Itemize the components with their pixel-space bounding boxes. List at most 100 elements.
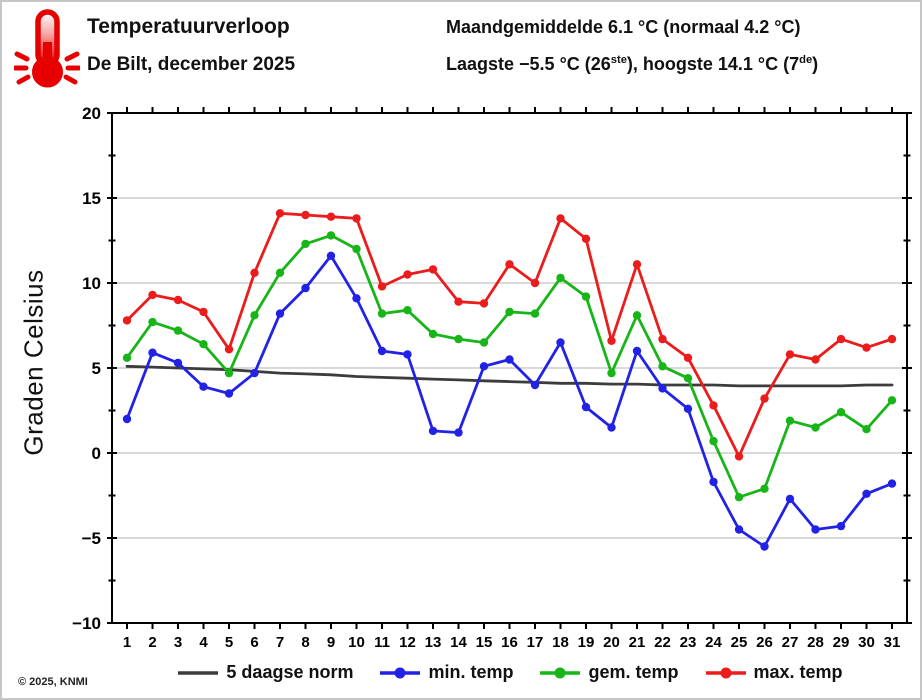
x-tick-label-22: 22 [654,634,671,651]
legend-item-gem-temp: gem. temp [539,662,679,683]
series-max-temp-point-18 [556,214,565,223]
series-gem-temp-point-16 [505,307,514,317]
series-gem-temp-point-2 [148,317,157,327]
y-tick-label--10: −10 [72,614,101,633]
series-min-temp-point-18 [556,338,565,347]
series-min-temp-point-23 [683,404,693,413]
copyright-notice: © 2025, KNMI [18,676,88,688]
series-gem-temp-point-10 [352,244,361,254]
x-tick-label-11: 11 [374,634,390,651]
y-tick-label--5: −5 [82,529,101,548]
series-min-temp-point-7 [275,309,285,318]
y-tick-label-5: 5 [92,359,101,378]
x-tick-label-19: 19 [578,634,595,651]
legend-label-min-temp: min. temp [428,662,514,682]
series-min-temp-point-25 [734,525,744,534]
series-min-temp-point-10 [352,294,361,303]
y-axis-label: Graden Celsius [18,268,49,456]
series-max-temp-point-25 [734,452,744,461]
series-gem-temp-point-8 [301,239,310,249]
series-min-temp-point-15 [479,362,489,371]
series-gem-temp-point-24 [709,436,718,446]
legend-label-max-temp: max. temp [753,662,843,682]
series-min-temp-point-3 [173,358,183,368]
y-tick-label-10: 10 [82,274,101,293]
y-tick-label-0: 0 [92,444,101,463]
series-max-temp-point-10 [352,214,361,223]
series-min-temp-point-6 [250,368,259,378]
series-min-temp-point-20 [607,423,616,432]
gem-temp-swatch [540,667,581,678]
series-min-temp-point-24 [709,477,718,487]
series-max-temp-point-1 [122,316,132,325]
extremes-text: Laagste −5.5 °C (26ste), hoogste 14.1 °C… [446,54,916,74]
series-gem-temp-point-28 [811,423,820,432]
x-tick-label-29: 29 [833,634,850,651]
series-min-temp-point-5 [224,389,234,398]
header-statistics: Maandgemiddelde 6.1 °C (normaal 4.2 °C) … [446,18,916,73]
series-max-temp-point-9 [326,212,336,221]
x-tick-label-21: 21 [629,634,646,651]
x-tick-label-24: 24 [705,634,722,651]
series-gem-temp-point-21 [632,311,642,320]
x-tick-label-26: 26 [756,634,773,651]
heat-rays [14,51,80,85]
x-tick-label-20: 20 [603,634,620,651]
series-max-temp-point-24 [709,401,718,410]
y-tick-label-15: 15 [82,189,101,208]
series-max-temp-point-13 [428,265,438,274]
x-tick-label-5: 5 [225,634,233,651]
x-tick-label-10: 10 [348,634,365,651]
series-gem-temp-point-22 [658,362,667,371]
series-max-temp-point-21 [632,260,642,269]
series-gem-temp-point-3 [173,326,183,335]
series-min-temp-point-29 [836,521,846,531]
series-min-temp-point-27 [785,494,795,504]
series-gem-temp-line [125,233,894,499]
thermometer-icon [14,9,80,88]
max-temp-swatch [705,667,746,678]
x-tick-label-7: 7 [276,634,284,651]
x-tick-label-30: 30 [858,634,875,651]
series-max-temp-point-4 [199,307,208,317]
series-gem-temp-point-31 [887,396,897,405]
series-min-temp [122,251,897,551]
series-gem-temp-point-26 [760,484,769,493]
series-min-temp-point-26 [760,542,769,551]
x-tick-label-3: 3 [174,634,182,651]
legend-label-norm: 5 daagse norm [226,662,354,682]
series-max-temp-point-20 [607,336,616,345]
x-tick-label-6: 6 [250,634,258,651]
series-gem-temp-point-19 [581,292,591,301]
x-tick-label-31: 31 [884,634,901,651]
series-max-temp-point-27 [785,350,795,359]
legend-item-max-temp: max. temp [705,662,843,683]
series-max-temp-point-23 [683,353,693,362]
y-axis-label-wrap: Graden Celsius [8,232,60,492]
series-min-temp-point-16 [505,355,514,364]
series-gem-temp [122,231,897,502]
series-min-temp-point-2 [148,348,157,357]
extremes-part2: ), hoogste 14.1 °C (7 [626,54,800,74]
x-tick-label-15: 15 [476,634,493,651]
series-gem-temp-point-7 [275,268,285,277]
x-tick-label-17: 17 [527,634,544,651]
series-min-temp-point-13 [428,426,438,436]
x-tick-label-8: 8 [301,634,309,651]
series-max-temp-point-29 [836,334,846,344]
series-gem-temp-point-9 [326,231,336,240]
series-max-temp-point-26 [760,394,769,403]
series-max-temp-line [125,211,894,458]
series-gem-temp-point-13 [428,329,438,339]
x-tick-label-12: 12 [399,634,416,651]
y-tick-label-20: 20 [82,104,101,123]
x-tick-label-2: 2 [148,634,156,651]
series-gem-temp-point-18 [556,273,565,283]
x-tick-label-9: 9 [327,634,335,651]
series-max-temp [122,209,897,461]
series-max-temp-point-7 [275,209,285,218]
series-gem-temp-point-29 [836,408,846,417]
series-min-temp-point-30 [862,489,871,498]
x-tick-label-4: 4 [199,634,208,651]
chart-legend: 5 daagse norm min. temp gem. temp max. t… [112,662,908,683]
